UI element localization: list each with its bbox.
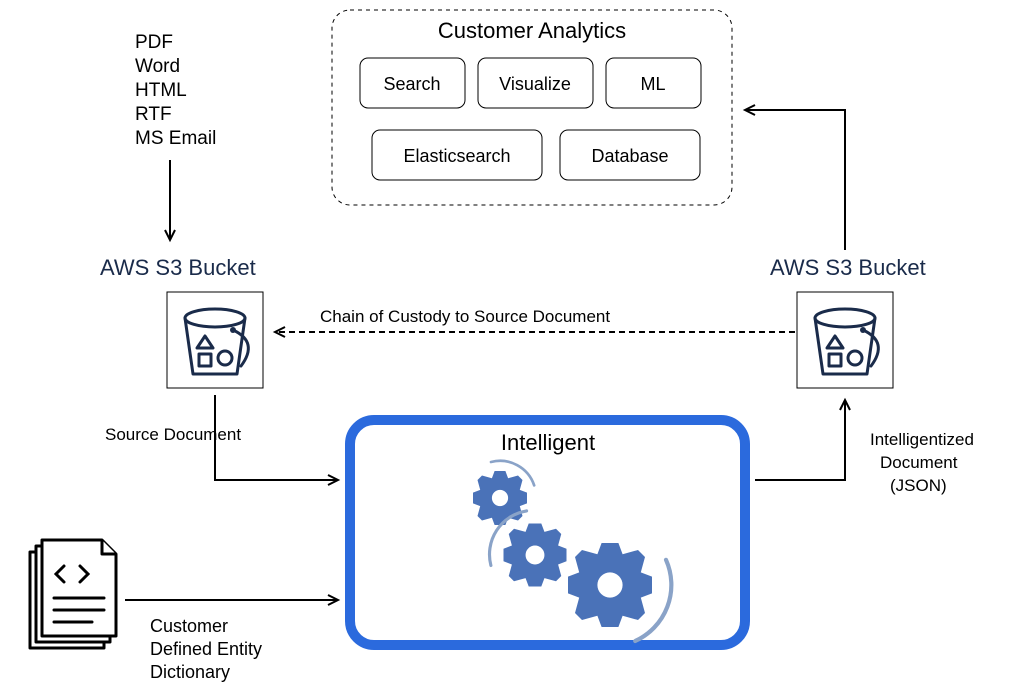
- analytics-box-elasticsearch: Elasticsearch: [372, 130, 542, 180]
- intelligent-label: Intelligent: [501, 430, 595, 455]
- format-word: Word: [135, 56, 180, 77]
- format-rtf: RTF: [135, 104, 172, 125]
- format-pdf: PDF: [135, 32, 173, 53]
- analytics-box-visualize-label: Visualize: [499, 74, 571, 94]
- format-list: PDF Word HTML RTF MS Email: [135, 32, 216, 149]
- dictionary-label-1: Customer: [150, 616, 228, 636]
- arrow-bucket-to-analytics: [745, 110, 845, 250]
- analytics-box-ml: ML: [606, 58, 701, 108]
- analytics-box-search: Search: [360, 58, 465, 108]
- format-msemail: MS Email: [135, 128, 216, 149]
- left-bucket-icon: [167, 292, 263, 388]
- analytics-box-database-label: Database: [591, 146, 668, 166]
- left-bucket-label: AWS S3 Bucket: [100, 255, 256, 280]
- analytics-box-ml-label: ML: [640, 74, 665, 94]
- arrow-intelligentized: [755, 400, 845, 480]
- analytics-title: Customer Analytics: [438, 18, 626, 43]
- analytics-box-search-label: Search: [383, 74, 440, 94]
- intelligentized-label-1: Intelligentized: [870, 430, 974, 449]
- right-bucket-label: AWS S3 Bucket: [770, 255, 926, 280]
- chain-of-custody-label: Chain of Custody to Source Document: [320, 307, 610, 326]
- dictionary-label-3: Dictionary: [150, 662, 230, 682]
- intelligentized-label-2: Document: [880, 453, 958, 472]
- analytics-box-visualize: Visualize: [478, 58, 593, 108]
- document-stack-icon: [30, 540, 116, 648]
- analytics-box-elasticsearch-label: Elasticsearch: [403, 146, 510, 166]
- source-document-label: Source Document: [105, 425, 241, 444]
- dictionary-label-2: Defined Entity: [150, 639, 262, 659]
- intelligentized-label-3: (JSON): [890, 476, 947, 495]
- analytics-box-database: Database: [560, 130, 700, 180]
- format-html: HTML: [135, 80, 187, 101]
- right-bucket-icon: [797, 292, 893, 388]
